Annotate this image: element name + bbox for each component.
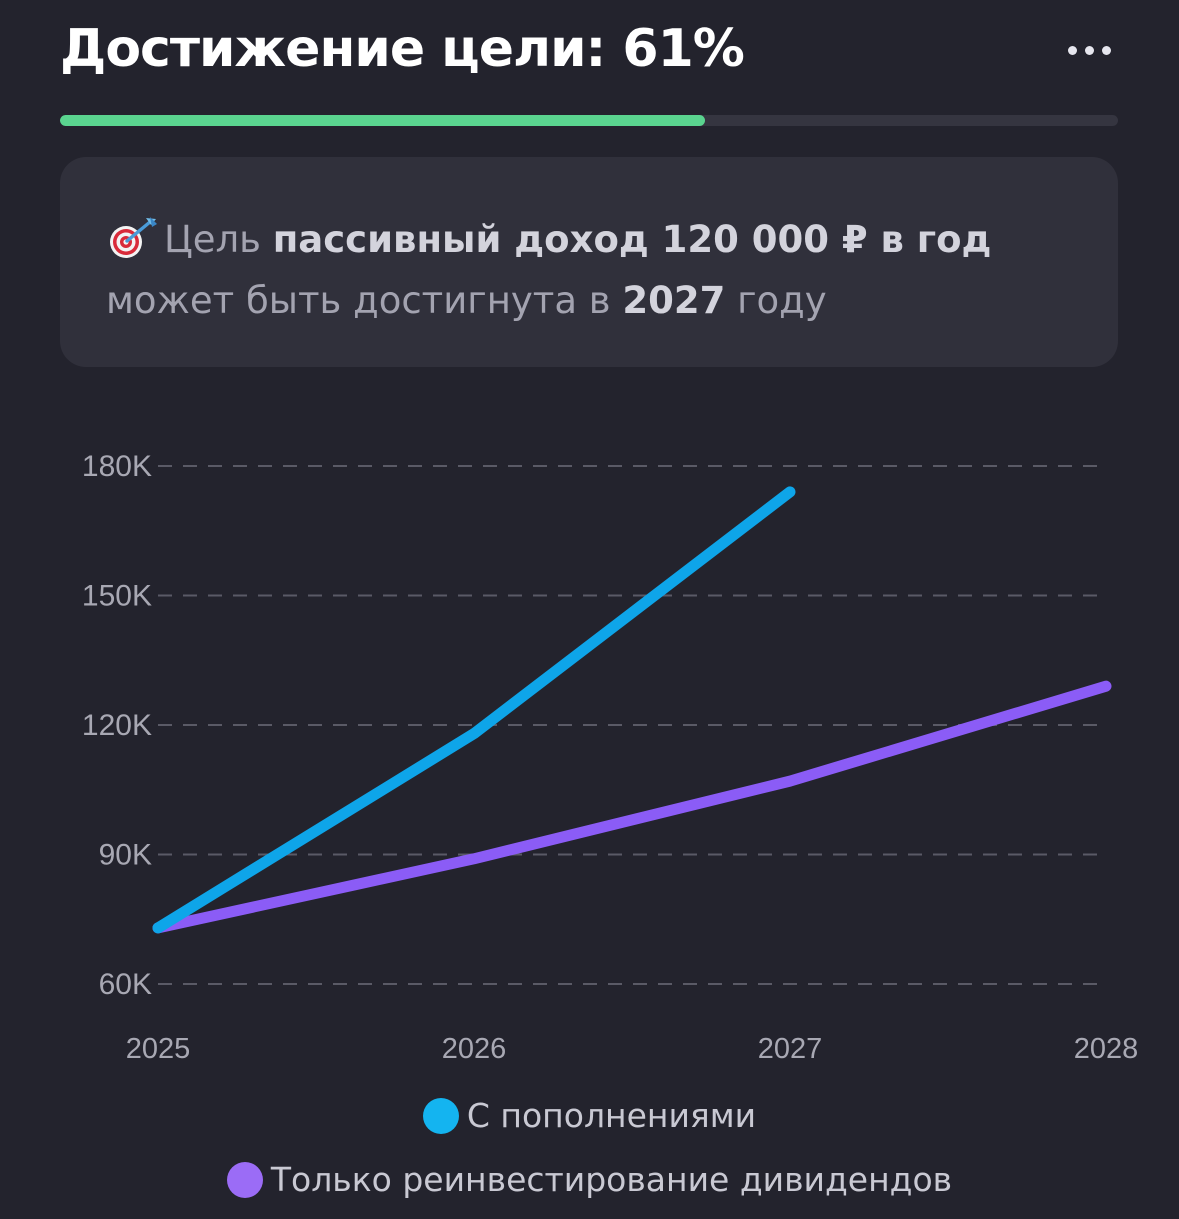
projection-line-chart: 60K 90K 120K 150K 180K 2025 2026 2027 2028 (82, 450, 1139, 1065)
more-dot (1084, 45, 1094, 55)
series-line-dividends-only (152, 680, 1112, 934)
series-line-with-contributions (152, 486, 796, 934)
goal-text-middle: может быть достигнута в (106, 279, 623, 322)
chart-grid (158, 465, 1106, 985)
legend-item-with-contributions[interactable]: С пополнениями (0, 1096, 1179, 1135)
goal-progress-fill (60, 115, 706, 126)
x-tick-label: 2025 (126, 1033, 191, 1065)
legend-item-dividends-only[interactable]: Только реинвестирование дивидендов (0, 1160, 1179, 1199)
y-tick-label: 90K (99, 839, 152, 872)
y-tick-label: 120K (82, 709, 152, 742)
x-tick-label: 2028 (1074, 1033, 1139, 1065)
goal-year: 2027 (622, 279, 726, 322)
target-dart-icon (110, 217, 157, 258)
goal-progress-bar (60, 115, 1118, 126)
goal-description: Цель пассивный доход 120 000 ₽ в год може… (106, 209, 1072, 331)
legend-dot-blue (422, 1097, 459, 1134)
more-dot (1067, 45, 1077, 55)
y-tick-label: 60K (99, 968, 152, 1001)
more-options-icon[interactable] (1059, 30, 1119, 70)
goal-amount: пассивный доход 120 000 ₽ в год (272, 218, 992, 261)
page-title: Достижение цели: 61% (60, 19, 745, 79)
chart-series (152, 486, 1112, 934)
x-axis-ticks: 2025 2026 2027 2028 (126, 1033, 1139, 1065)
x-tick-label: 2027 (758, 1033, 823, 1065)
goal-text-suffix: году (725, 279, 827, 322)
goal-card: Цель пассивный доход 120 000 ₽ в год може… (60, 157, 1118, 367)
header: Достижение цели: 61% (60, 18, 1119, 88)
y-axis-ticks: 60K 90K 120K 150K 180K (82, 450, 152, 1001)
legend-label: Только реинвестирование дивидендов (270, 1160, 953, 1199)
legend-dot-purple (226, 1161, 263, 1198)
more-dot (1101, 45, 1111, 55)
legend-label: С пополнениями (466, 1096, 757, 1135)
goal-text-prefix: Цель (164, 218, 273, 261)
x-tick-label: 2026 (442, 1033, 507, 1065)
y-tick-label: 150K (82, 580, 152, 613)
y-tick-label: 180K (82, 450, 152, 483)
